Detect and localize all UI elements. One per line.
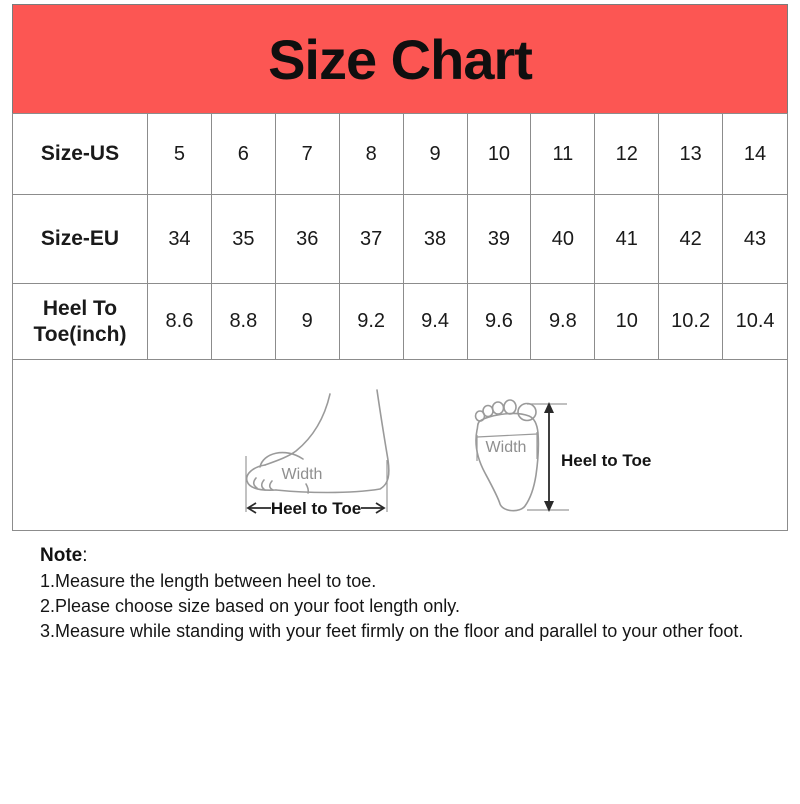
table-cell: 9.2: [339, 284, 404, 360]
table-cell: 38: [403, 195, 468, 284]
size-chart-banner: Size Chart: [12, 4, 788, 114]
table-cell: 12: [595, 114, 660, 195]
table-cell: 9.4: [403, 284, 468, 360]
row-label-size-eu: Size-EU: [13, 195, 148, 284]
table-cell: 43: [723, 195, 787, 284]
table-cell: 34: [148, 195, 212, 284]
table-cell: 14: [723, 114, 787, 195]
table-cell: 42: [659, 195, 724, 284]
top-view-width-label: Width: [486, 439, 527, 456]
horizontal-arrow-icon: [246, 502, 386, 514]
table-cell: 39: [467, 195, 532, 284]
side-view-heel-to-toe-label: Heel to Toe: [271, 499, 361, 518]
table-cell: 7: [275, 114, 340, 195]
measurement-diagrams: Width Heel to Toe: [245, 389, 651, 518]
note-heading-colon: :: [82, 545, 88, 566]
table-cell: 35: [211, 195, 276, 284]
table-cell: 10.4: [723, 284, 787, 360]
table-cell: 11: [531, 114, 596, 195]
size-table: Size-US 5 6 7 8 9 10 11 12 13 14 Size-EU…: [12, 113, 788, 531]
table-cell: 10: [595, 284, 660, 360]
row-label-line: Heel To: [42, 296, 118, 320]
table-cell: 36: [275, 195, 340, 284]
table-cell: 9.8: [531, 284, 596, 360]
table-cell: 37: [339, 195, 404, 284]
table-cell: 8: [339, 114, 404, 195]
table-cell: 5: [148, 114, 212, 195]
note-item-1: 1.Measure the length between heel to toe…: [40, 571, 377, 591]
side-view-width-label: Width: [282, 466, 323, 483]
table-cell: 10.2: [659, 284, 724, 360]
top-view-heel-to-toe-label: Heel to Toe: [561, 451, 651, 470]
page-title: Size Chart: [268, 27, 533, 91]
table-cell: 9: [275, 284, 340, 360]
row-label-size-us: Size-US: [13, 114, 148, 195]
note-section: Note: 1.Measure the length between heel …: [40, 543, 752, 644]
row-label-line: Toe(inch): [33, 322, 127, 346]
note-heading-word: Note: [40, 545, 83, 566]
vertical-arrow-icon: [544, 402, 554, 512]
foot-side-view-diagram: Width Heel to Toe: [245, 389, 390, 518]
table-cell: 9: [403, 114, 468, 195]
table-cell: 10: [467, 114, 532, 195]
foot-top-view-diagram: Width Heel to Toe: [474, 399, 651, 512]
note-heading: Note:: [40, 543, 752, 569]
row-label-heel-to-toe: Heel To Toe(inch): [13, 284, 148, 360]
table-cell: 6: [211, 114, 276, 195]
note-item-2: 2.Please choose size based on your foot …: [40, 596, 460, 616]
table-cell: 41: [595, 195, 660, 284]
table-cell: 8.6: [148, 284, 212, 360]
table-cell: 9.6: [467, 284, 532, 360]
table-cell: 40: [531, 195, 596, 284]
measurement-diagram-row: Width Heel to Toe: [13, 360, 787, 530]
table-cell: 8.8: [211, 284, 276, 360]
table-cell: 13: [659, 114, 724, 195]
note-item-3: 3.Measure while standing with your feet …: [40, 621, 744, 641]
